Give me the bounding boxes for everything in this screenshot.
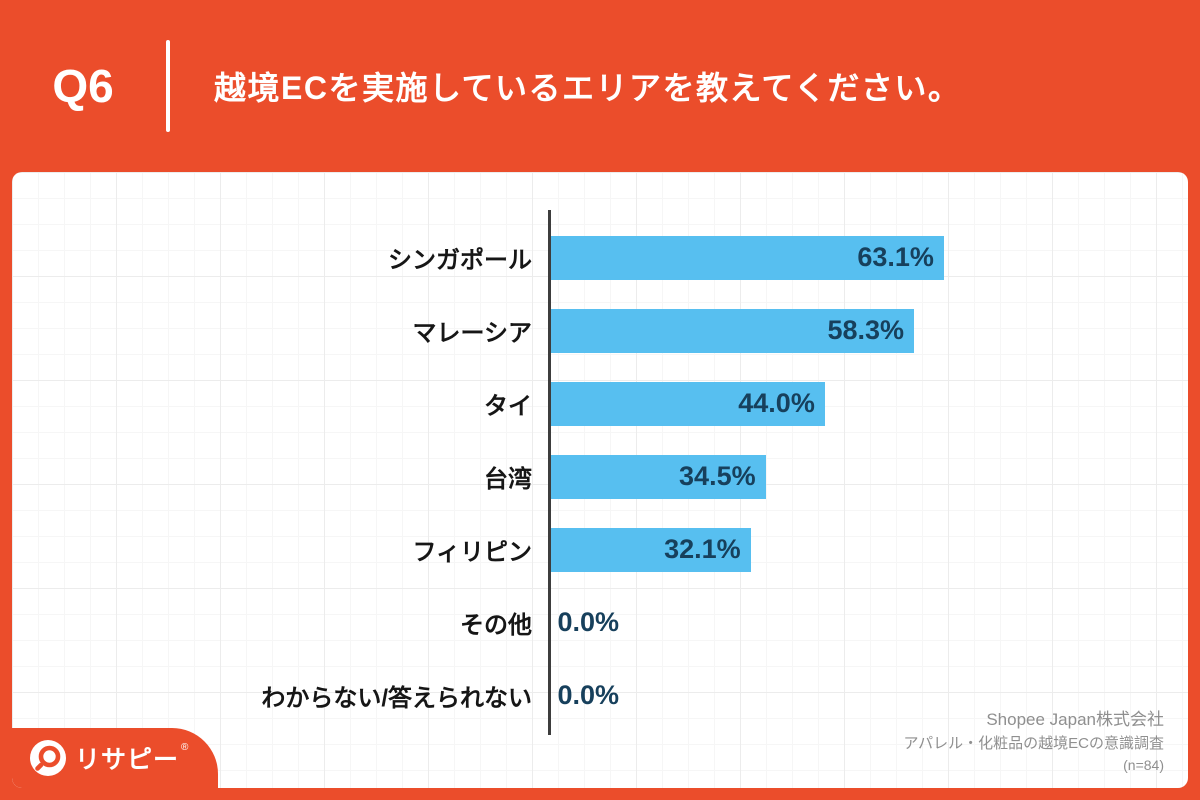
category-label: わからない/答えられない — [261, 685, 532, 712]
plot-cell: 0.0% — [551, 586, 1189, 659]
chart-rows: シンガポール 63.1% マレーシア 58.3% タイ 44.0% 台湾 34.5% フィリピン… — [12, 210, 1188, 732]
y-axis-line — [548, 210, 551, 735]
chart-row: シンガポール 63.1% — [12, 221, 1188, 294]
value-label: 0.0% — [557, 680, 620, 710]
chart-row: タイ 44.0% — [12, 367, 1188, 440]
source-line: (n=84) — [1123, 757, 1164, 773]
brand-name: リサピー — [75, 746, 180, 774]
brand-logo: リサピー ® — [12, 728, 219, 788]
header: Q6 越境ECを実施しているエリアを教えてください。 — [0, 0, 1200, 172]
category-label: タイ — [484, 393, 532, 420]
source-line: Shopee Japan株式会社 — [986, 710, 1164, 729]
plot-cell: 63.1% — [550, 221, 1189, 294]
category-label: シンガポール — [388, 247, 532, 274]
pin-search-icon — [30, 740, 66, 776]
plot-cell: 32.1% — [550, 513, 1189, 586]
chart-row: マレーシア 58.3% — [12, 294, 1188, 367]
value-label: 32.1% — [664, 534, 741, 564]
header-divider — [166, 40, 170, 132]
plot-cell: 58.3% — [550, 294, 1189, 367]
source-line: アパレル・化粧品の越境ECの意識調査 — [903, 734, 1164, 752]
bar: 34.5% — [550, 454, 766, 499]
category-label: その他 — [460, 612, 532, 639]
plot-cell: 34.5% — [550, 440, 1189, 513]
category-label: マレーシア — [412, 320, 532, 347]
bar: 44.0% — [550, 381, 825, 426]
source-note: Shopee Japan株式会社 アパレル・化粧品の越境ECの意識調査 (n=8… — [903, 707, 1164, 776]
bar-chart: シンガポール 63.1% マレーシア 58.3% タイ 44.0% 台湾 34.5% フィリピン… — [12, 210, 1188, 735]
bar: 32.1% — [550, 527, 751, 572]
chart-card: シンガポール 63.1% マレーシア 58.3% タイ 44.0% 台湾 34.5% フィリピン… — [12, 172, 1188, 788]
chart-row: 台湾 34.5% — [12, 440, 1188, 513]
plot-cell: 44.0% — [550, 367, 1189, 440]
question-number: Q6 — [52, 60, 114, 112]
value-label: 34.5% — [679, 461, 756, 491]
plot-cell: 0.0% — [551, 659, 1189, 732]
question-title: 越境ECを実施しているエリアを教えてください。 — [214, 70, 962, 106]
chart-row: その他 0.0% — [12, 586, 1188, 659]
bar: 58.3% — [550, 308, 914, 353]
value-label: 44.0% — [738, 388, 815, 418]
category-label: 台湾 — [484, 466, 532, 493]
value-label: 58.3% — [827, 315, 904, 345]
category-label: フィリピン — [412, 539, 532, 566]
chart-row: フィリピン 32.1% — [12, 513, 1188, 586]
bar: 63.1% — [550, 235, 944, 280]
chart-row: わからない/答えられない 0.0% — [12, 659, 1188, 732]
registered-mark: ® — [181, 742, 189, 753]
value-label: 63.1% — [857, 242, 934, 272]
value-label: 0.0% — [557, 607, 620, 637]
